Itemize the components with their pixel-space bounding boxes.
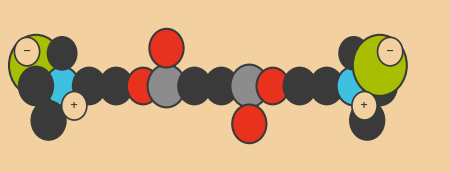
Text: +: +	[70, 101, 78, 110]
Circle shape	[350, 101, 384, 140]
Circle shape	[48, 37, 76, 70]
Circle shape	[230, 65, 268, 107]
Circle shape	[337, 67, 371, 105]
Circle shape	[9, 35, 63, 96]
Circle shape	[45, 67, 79, 105]
Text: −: −	[23, 47, 31, 56]
Circle shape	[178, 68, 211, 104]
Circle shape	[73, 68, 105, 104]
Circle shape	[100, 68, 132, 104]
Circle shape	[363, 67, 397, 105]
Circle shape	[284, 68, 316, 104]
Circle shape	[32, 101, 66, 140]
Circle shape	[353, 35, 407, 96]
Circle shape	[339, 37, 368, 70]
Circle shape	[205, 68, 238, 104]
Circle shape	[148, 65, 185, 107]
Circle shape	[232, 105, 266, 143]
Circle shape	[62, 92, 87, 120]
Circle shape	[14, 37, 40, 66]
Circle shape	[378, 37, 403, 66]
Text: −: −	[386, 47, 394, 56]
Text: +: +	[360, 101, 369, 110]
Circle shape	[19, 67, 53, 105]
Circle shape	[256, 68, 289, 104]
Circle shape	[352, 92, 377, 120]
Circle shape	[127, 68, 159, 104]
Circle shape	[149, 29, 184, 68]
Circle shape	[310, 68, 343, 104]
